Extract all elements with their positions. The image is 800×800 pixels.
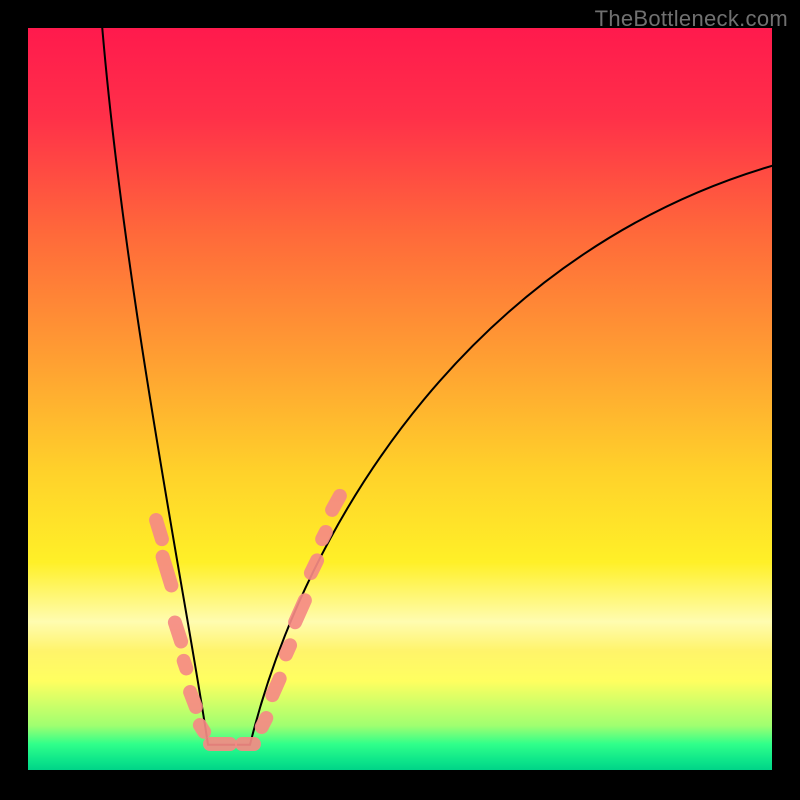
chart-container: TheBottleneck.com <box>0 0 800 800</box>
gradient-field <box>28 28 772 770</box>
marker-capsule <box>203 737 237 751</box>
marker-capsule <box>235 737 261 751</box>
watermark-text: TheBottleneck.com <box>595 6 788 32</box>
bottleneck-chart <box>0 0 800 800</box>
